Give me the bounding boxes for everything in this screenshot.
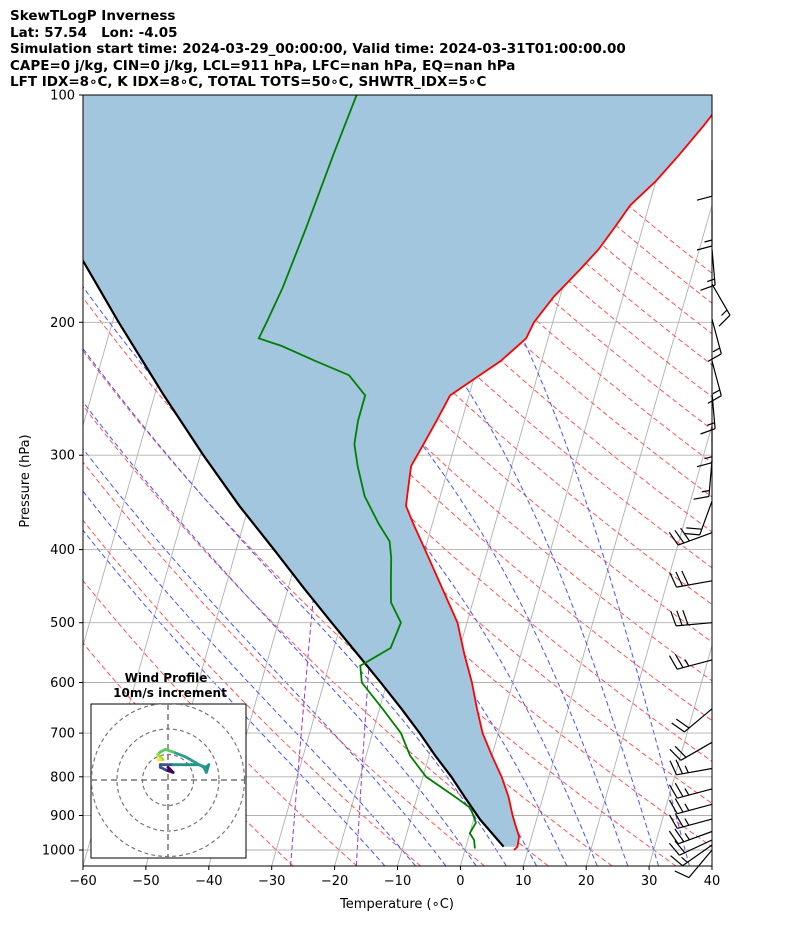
title-station: SkewTLogP Inverness — [10, 8, 176, 24]
wind-barb — [668, 828, 713, 845]
y-tick-label: 400 — [50, 543, 75, 558]
dry-adiabat — [83, 579, 358, 866]
wind-barb — [696, 210, 713, 251]
mixing-ratio-line — [290, 549, 319, 866]
isotherm — [711, 864, 712, 866]
moist-adiabat — [365, 95, 690, 866]
parcel-profile-line — [83, 258, 505, 848]
wind-barb — [696, 160, 713, 201]
cape-cin-shading — [83, 95, 712, 847]
wind-barbs — [668, 160, 731, 879]
moist-adiabat — [83, 347, 507, 866]
moist-adiabat — [235, 95, 659, 866]
hodograph-ring — [116, 728, 220, 832]
hodograph-segment — [184, 755, 206, 769]
y-tick-label: 500 — [50, 616, 75, 631]
x-tick-label: −30 — [258, 874, 285, 889]
wind-barb — [684, 500, 713, 536]
wind-barb — [668, 798, 713, 815]
dry-adiabat — [340, 95, 712, 431]
wind-barb — [670, 609, 713, 627]
y-axis-ticks: 100 200 300 400 500 600 700 800 900 1000 — [42, 89, 83, 859]
x-tick-label: −50 — [132, 874, 159, 889]
moist-adiabat — [136, 95, 629, 866]
hodograph-segment — [171, 750, 188, 759]
isotherm — [648, 644, 712, 866]
temperature-profile-line — [405, 113, 712, 851]
isotherm — [522, 203, 712, 866]
wind-barb — [700, 249, 716, 291]
wind-barb — [669, 570, 713, 588]
hodograph-subtitle: 10m/s increment — [113, 686, 227, 700]
wind-barb — [668, 813, 713, 829]
moist-adiabat — [83, 400, 477, 866]
dry-adiabat — [177, 95, 712, 606]
title-times: Simulation start time: 2024-03-29_00:00:… — [10, 41, 626, 58]
wind-barb — [668, 839, 713, 856]
pressure-grid — [83, 95, 712, 851]
title-indices-lifted: LFT IDX=8∘C, K IDX=8∘C, TOTAL TOTS=50∘C,… — [10, 74, 487, 91]
wind-barb — [668, 653, 713, 670]
y-tick-label: 300 — [50, 449, 75, 464]
dry-adiabat — [83, 642, 294, 866]
hodograph-plot — [91, 704, 246, 858]
x-tick-label: 30 — [641, 874, 658, 889]
wind-barb — [668, 527, 713, 546]
wind-barb — [668, 782, 713, 799]
dry-adiabat — [83, 296, 677, 866]
wind-barb — [700, 392, 716, 435]
dry-adiabat — [210, 95, 712, 569]
dry-adiabat — [83, 245, 712, 848]
hodograph: Wind Profile 10m/s increment — [90, 671, 247, 859]
x-tick-label: −20 — [321, 874, 348, 889]
isotherm — [459, 95, 681, 866]
x-axis-ticks: −60 −50 −40 −30 −20 −10 0 10 20 30 40 — [69, 866, 720, 889]
wind-barb — [696, 426, 713, 468]
wind-barb — [711, 283, 731, 327]
hodograph-ring — [141, 753, 195, 807]
profiles — [83, 95, 712, 851]
dry-adiabat — [83, 519, 422, 866]
wind-barb — [671, 708, 713, 733]
isotherm — [585, 423, 712, 866]
y-tick-label: 900 — [50, 809, 75, 824]
y-tick-label: 1000 — [42, 844, 75, 859]
y-tick-label: 800 — [50, 770, 75, 785]
dry-adiabat — [83, 461, 485, 866]
title-indices-cape: CAPE=0 j/kg, CIN=0 j/kg, LCL=911 hPa, LF… — [10, 57, 516, 74]
wind-barb — [707, 360, 722, 404]
y-tick-label: 700 — [50, 727, 75, 742]
dry-adiabat — [242, 95, 712, 533]
x-tick-label: −10 — [384, 874, 411, 889]
x-axis-label: Temperature (∘C) — [339, 897, 454, 912]
y-tick-label: 600 — [50, 676, 75, 691]
wind-barb — [669, 759, 713, 776]
wind-barb — [707, 318, 722, 363]
wind-barb — [674, 849, 713, 879]
moist-adiabat — [83, 490, 416, 866]
moist-adiabat — [83, 447, 447, 866]
x-tick-label: −40 — [195, 874, 222, 889]
x-tick-label: 20 — [578, 874, 595, 889]
y-tick-label: 100 — [50, 89, 75, 104]
x-tick-label: 0 — [456, 874, 464, 889]
hodograph-title: Wind Profile — [125, 671, 208, 685]
figure-title-block: SkewTLogP Inverness Lat: 57.54 Lon: -4.0… — [10, 8, 626, 91]
x-tick-label: 40 — [704, 874, 721, 889]
wind-barb — [670, 844, 713, 867]
y-tick-label: 200 — [50, 316, 75, 331]
dewpoint-profile-line — [257, 95, 477, 849]
wind-barb — [669, 741, 713, 761]
x-tick-label: −60 — [69, 874, 96, 889]
mixing-ratio-line — [355, 549, 378, 866]
hodograph-ring — [91, 704, 246, 858]
moist-adiabat — [83, 529, 386, 866]
y-axis-label: Pressure (hPa) — [18, 434, 33, 527]
x-tick-label: 10 — [515, 874, 532, 889]
dry-adiabat — [83, 349, 613, 866]
title-location: Lat: 57.54 Lon: -4.05 — [10, 24, 178, 41]
wind-barb — [693, 460, 713, 500]
